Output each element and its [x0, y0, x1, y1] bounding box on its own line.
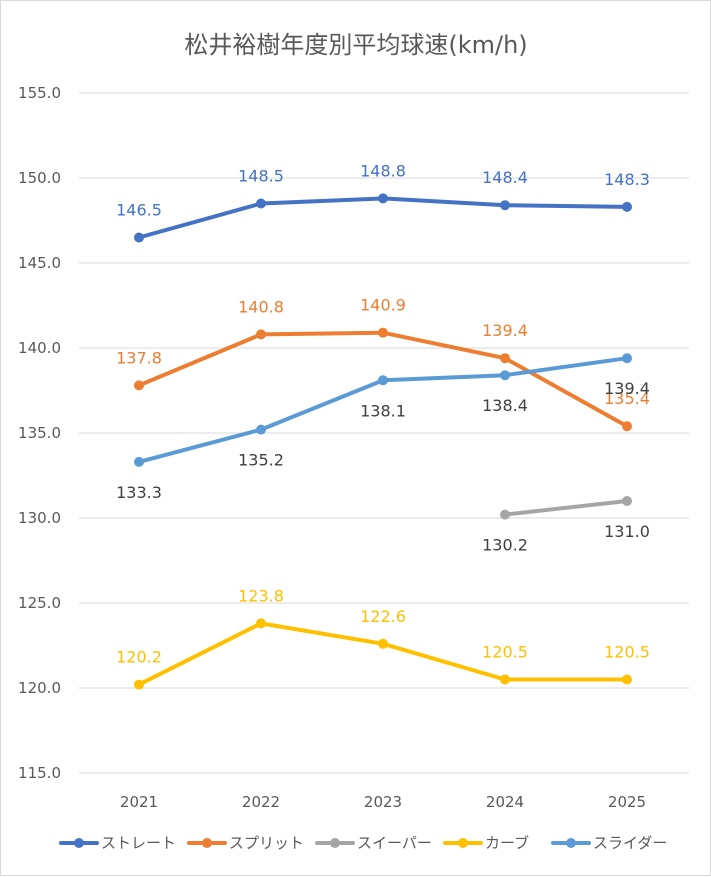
data-point	[622, 201, 632, 212]
data-point	[500, 674, 510, 685]
legend-item: カーブ	[443, 834, 529, 852]
data-label: 139.4	[604, 379, 650, 398]
y-axis: 115.0 120.0 125.0 130.0 135.0 140.0 145.0 150.0…	[18, 84, 61, 782]
data-point	[622, 353, 632, 364]
legend-item: スライダー	[551, 834, 667, 852]
data-point	[378, 375, 388, 386]
data-label: 122.6	[360, 607, 406, 626]
legend-label: カーブ	[485, 834, 529, 852]
y-tick-label: 150.0	[18, 169, 61, 187]
legend-swatch-marker	[74, 838, 84, 848]
data-label: 139.4	[482, 321, 528, 340]
y-tick-label: 120.0	[18, 679, 61, 697]
data-label: 135.2	[238, 451, 284, 470]
data-label: 123.8	[238, 586, 284, 605]
data-label: 138.1	[360, 401, 406, 420]
data-point	[378, 638, 388, 649]
y-tick-label: 130.0	[18, 509, 61, 527]
series-line	[503, 499, 629, 517]
legend-item: ストレート	[59, 834, 176, 852]
data-labels: 146.5 148.5 148.8 148.4 148.3 137.8 140.8 140.9…	[116, 161, 650, 666]
legend: ストレート スプリット スイーパー カーブ スライダー	[59, 834, 667, 852]
gridlines	[79, 92, 689, 774]
data-point	[256, 424, 266, 435]
data-label: 135.4	[604, 389, 650, 408]
y-tick-label: 135.0	[18, 424, 61, 442]
series-4	[134, 618, 632, 690]
chart-title: 松井裕樹年度別平均球速(km/h)	[184, 31, 527, 59]
data-point	[134, 232, 144, 243]
data-point	[622, 496, 632, 506]
data-label: 146.5	[116, 201, 162, 220]
series-5	[134, 353, 632, 467]
data-point	[378, 193, 388, 204]
data-point	[378, 327, 388, 338]
data-point	[134, 380, 144, 391]
legend-swatch-marker	[202, 838, 212, 848]
data-label: 148.5	[238, 167, 284, 186]
data-point	[500, 200, 510, 211]
data-label: 148.4	[482, 168, 528, 187]
series-2	[134, 327, 632, 432]
legend-swatch-marker	[330, 838, 340, 848]
legend-swatch-marker	[458, 838, 468, 848]
x-tick-label: 2024	[486, 793, 524, 811]
data-point	[256, 329, 266, 340]
x-tick-label: 2023	[364, 793, 402, 811]
y-tick-label: 140.0	[18, 339, 61, 357]
data-label: 140.8	[238, 297, 284, 316]
x-tick-label: 2025	[608, 793, 646, 811]
y-tick-label: 125.0	[18, 594, 61, 612]
x-tick-label: 2022	[242, 793, 280, 811]
series-3	[500, 496, 632, 520]
data-point	[256, 618, 266, 629]
data-point	[256, 198, 266, 209]
y-tick-label: 115.0	[18, 764, 61, 782]
data-label: 131.0	[604, 522, 650, 541]
series-lines	[134, 193, 632, 690]
y-tick-label: 155.0	[18, 84, 61, 102]
data-point	[500, 353, 510, 364]
data-label: 133.3	[116, 483, 162, 502]
legend-swatch-marker	[566, 838, 576, 848]
data-label: 140.9	[360, 296, 406, 315]
legend-item: スプリット	[187, 834, 304, 852]
x-tick-label: 2021	[120, 793, 158, 811]
data-label: 148.3	[604, 170, 650, 189]
data-label: 130.2	[482, 536, 528, 555]
data-point	[500, 509, 510, 520]
data-point	[622, 674, 632, 685]
data-label: 138.4	[482, 396, 528, 415]
legend-label: スイーパー	[357, 834, 432, 852]
data-label: 120.5	[604, 643, 650, 662]
data-label: 120.5	[482, 643, 528, 662]
legend-item: スイーパー	[315, 834, 432, 852]
x-axis: 2021 2022 2023 2024 2025	[120, 793, 646, 811]
legend-label: ストレート	[101, 834, 176, 852]
series-line	[137, 196, 629, 240]
data-label: 137.8	[116, 348, 162, 367]
y-tick-label: 145.0	[18, 254, 61, 272]
series-line	[137, 621, 629, 687]
data-point	[134, 679, 144, 690]
data-point	[500, 370, 510, 381]
data-point	[622, 421, 632, 432]
series-1	[134, 193, 632, 243]
legend-label: スライダー	[593, 834, 667, 852]
legend-label: スプリット	[229, 834, 304, 852]
data-point	[134, 456, 144, 467]
data-label: 148.8	[360, 161, 406, 180]
data-label: 120.2	[116, 648, 162, 667]
